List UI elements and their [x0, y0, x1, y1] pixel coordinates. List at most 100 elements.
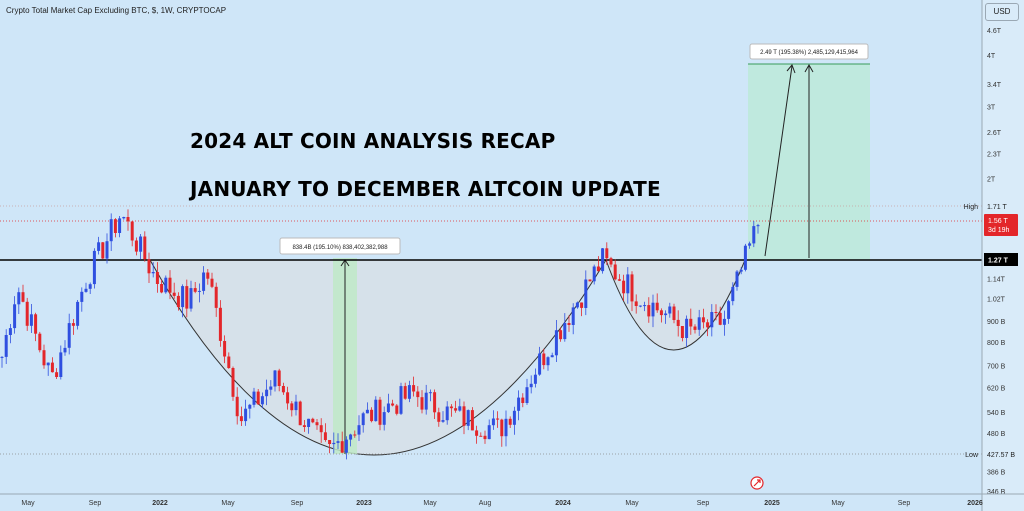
candle-body — [525, 387, 529, 403]
candle-body — [483, 435, 487, 440]
candle-body — [458, 406, 462, 411]
candle-body — [223, 341, 227, 357]
candle-body — [407, 385, 411, 399]
candle-body — [508, 418, 512, 425]
candle-body — [71, 323, 75, 326]
price-tick-label: 3.4T — [987, 82, 1002, 89]
candle-body — [643, 305, 647, 307]
candle-body — [21, 292, 25, 302]
candle-body — [38, 333, 42, 351]
candle-body — [672, 306, 676, 320]
currency-button[interactable]: USD — [985, 3, 1019, 21]
price-tick-label: 346 B — [987, 489, 1006, 496]
time-axis-label: May — [21, 500, 35, 507]
candle-body — [323, 432, 327, 440]
headline-line-2: JANUARY TO DECEMBER ALTCOIN UPDATE — [190, 177, 661, 201]
candle-body — [521, 397, 525, 403]
candle-body — [382, 412, 386, 425]
candle-body — [428, 392, 432, 394]
candle-body — [416, 391, 420, 398]
candle-body — [92, 250, 96, 285]
candle-body — [466, 410, 470, 426]
candle-body — [25, 301, 29, 326]
time-axis-label: 2023 — [356, 500, 372, 507]
candle-body — [727, 301, 731, 319]
high-label: High — [964, 204, 979, 211]
target-arrowhead — [804, 63, 814, 73]
candle-body — [252, 391, 256, 405]
candle-body — [395, 405, 399, 414]
time-axis-label: 2026 — [967, 500, 983, 507]
candle-body — [378, 399, 382, 425]
price-tick-label: 1.02T — [987, 297, 1006, 304]
candle-body — [588, 279, 592, 282]
candle-body — [269, 386, 273, 390]
price-tick-label: 700 B — [987, 364, 1006, 371]
candle-body — [239, 416, 243, 422]
time-axis-label: Sep — [697, 500, 710, 507]
candle-body — [475, 430, 479, 436]
candle-body — [462, 406, 466, 426]
time-axis-label: 2024 — [555, 500, 571, 507]
candle-body — [626, 274, 630, 294]
candle-body — [441, 420, 445, 422]
candle-body — [647, 305, 651, 317]
candle-body — [487, 425, 491, 440]
candle-body — [710, 312, 714, 328]
candle-body — [210, 278, 214, 287]
price-tick-label: 4.6T — [987, 28, 1002, 35]
candle-body — [8, 328, 12, 335]
candle-countdown: 3d 19h — [988, 227, 1010, 234]
time-axis-label: May — [831, 500, 845, 507]
candle-body — [752, 226, 756, 244]
candle-body — [13, 304, 17, 329]
candle-body — [265, 389, 269, 397]
candle-body — [315, 422, 319, 426]
candle-body — [101, 242, 105, 259]
candle-body — [185, 286, 189, 309]
candle-body — [496, 418, 500, 420]
candle-body — [714, 312, 718, 313]
candle-body — [743, 245, 747, 270]
candle-body — [437, 412, 441, 422]
level-price-badge — [984, 253, 1018, 266]
symbol-title: Crypto Total Market Cap Excluding BTC, $… — [6, 6, 227, 15]
price-tick-label: 540 B — [987, 410, 1006, 417]
price-tick-label: 3T — [987, 104, 996, 111]
candle-body — [584, 279, 588, 308]
candle-body — [160, 284, 164, 293]
candle-body — [105, 241, 109, 259]
candle-body — [470, 410, 474, 431]
candle-body — [29, 314, 33, 326]
candle-body — [50, 362, 54, 373]
candle-body — [420, 397, 424, 410]
time-axis-labels: May Sep 2022 May Sep 2023 May Aug 2024 May Sep 2025… — [21, 500, 983, 507]
candle-body — [500, 419, 504, 437]
candle-body — [605, 248, 609, 259]
candle-body — [609, 258, 613, 265]
candle-body — [664, 313, 668, 316]
candle-body — [445, 406, 449, 421]
candle-body — [113, 219, 117, 233]
candle-body — [731, 286, 735, 302]
candle-body — [756, 225, 760, 227]
low-label: Low — [965, 452, 979, 459]
candle-body — [231, 368, 235, 397]
time-axis-label: May — [221, 500, 235, 507]
candle-body — [571, 307, 575, 325]
candle-body — [479, 435, 483, 437]
candle-body — [596, 266, 600, 272]
candle-body — [307, 418, 311, 427]
candle-body — [655, 302, 659, 311]
price-tick-label: 4T — [987, 53, 996, 60]
candle-body — [512, 410, 516, 425]
candle-body — [748, 243, 752, 246]
candle-body — [134, 240, 138, 252]
projection-arrowhead — [786, 64, 796, 74]
price-tick-labels: 4.6T 4T 3.4T 3T 2.6T 2.3T 2T 1.14T 1.02T 900 B 800… — [987, 28, 1006, 496]
measure-label-2: 2.49 T (195.38%) 2,485,129,415,964 — [760, 50, 859, 56]
current-price-badge — [984, 214, 1018, 236]
candle-body — [67, 323, 71, 348]
